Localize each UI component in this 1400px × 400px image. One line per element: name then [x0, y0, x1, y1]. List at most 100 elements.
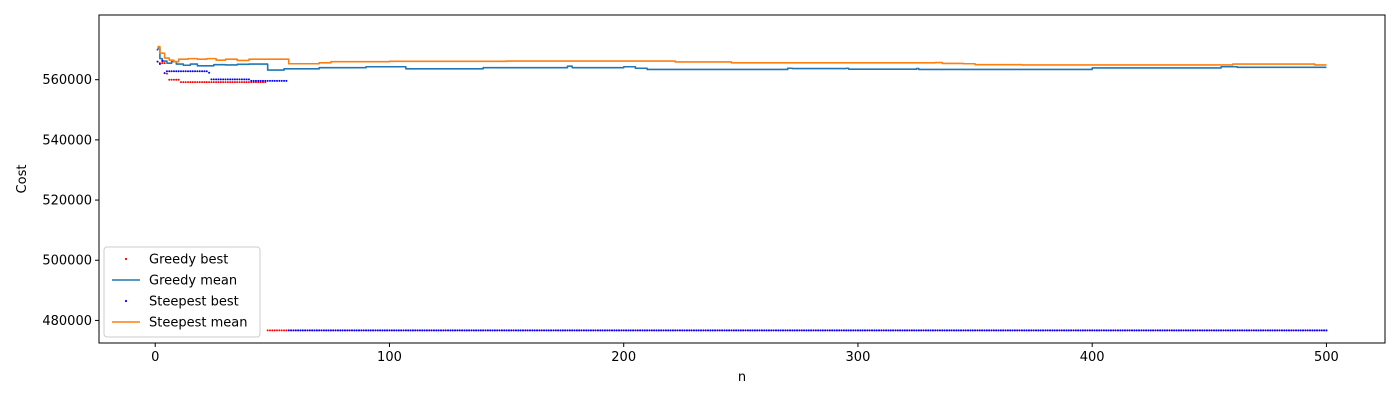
data-point-steepest-best	[1196, 329, 1199, 332]
data-point-steepest-best	[390, 329, 393, 332]
x-tick-label: 100	[377, 350, 402, 365]
data-point-steepest-best	[1273, 329, 1276, 332]
data-point-steepest-best	[746, 329, 749, 332]
data-point-steepest-best	[714, 329, 717, 332]
data-point-steepest-best	[479, 329, 482, 332]
data-point-steepest-best	[1294, 329, 1297, 332]
data-point-steepest-best	[1133, 329, 1136, 332]
data-point-steepest-best	[1215, 329, 1218, 332]
data-point-steepest-best	[878, 329, 881, 332]
data-point-steepest-best	[440, 329, 442, 332]
data-point-steepest-best	[498, 329, 501, 332]
data-point-steepest-best	[496, 329, 499, 332]
data-point-steepest-best	[458, 329, 461, 332]
data-point-steepest-best	[229, 78, 232, 81]
data-point-greedy-best	[285, 329, 288, 332]
data-point-steepest-best	[711, 329, 714, 332]
data-point-steepest-best	[910, 329, 913, 332]
data-point-steepest-best	[1287, 329, 1290, 332]
data-point-steepest-best	[653, 329, 656, 332]
data-point-steepest-best	[524, 329, 527, 332]
data-point-steepest-best	[983, 329, 986, 332]
data-point-steepest-best	[863, 329, 866, 332]
data-point-steepest-best	[184, 70, 187, 73]
data-point-steepest-best	[259, 79, 262, 82]
data-point-greedy-best	[222, 81, 225, 84]
data-point-greedy-best	[208, 81, 211, 84]
data-point-steepest-best	[1081, 329, 1084, 332]
data-point-steepest-best	[634, 329, 637, 332]
data-point-greedy-best	[163, 62, 166, 65]
data-point-steepest-best	[407, 329, 410, 332]
data-point-steepest-best	[507, 329, 510, 332]
data-point-steepest-best	[491, 329, 494, 332]
data-point-steepest-best	[1145, 329, 1148, 332]
data-point-steepest-best	[447, 329, 450, 332]
data-point-steepest-best	[1119, 329, 1122, 332]
data-point-steepest-best	[252, 79, 255, 82]
data-point-greedy-best	[210, 81, 213, 84]
data-point-steepest-best	[1166, 329, 1169, 332]
data-point-greedy-best	[182, 81, 185, 84]
data-point-steepest-best	[1102, 329, 1105, 332]
data-point-steepest-best	[770, 329, 773, 332]
data-point-steepest-best	[512, 329, 515, 332]
data-point-steepest-best	[840, 329, 843, 332]
data-point-steepest-best	[709, 329, 712, 332]
data-point-steepest-best	[641, 329, 644, 332]
data-point-steepest-best	[671, 329, 674, 332]
data-point-steepest-best	[1269, 329, 1272, 332]
data-point-steepest-best	[212, 78, 215, 81]
data-point-steepest-best	[1259, 329, 1262, 332]
data-point-steepest-best	[725, 329, 728, 332]
data-point-steepest-best	[269, 79, 271, 82]
legend: Greedy best Greedy mean Steepest best Steep…	[103, 246, 261, 338]
data-point-steepest-best	[313, 329, 316, 332]
data-point-greedy-best	[243, 81, 246, 84]
data-point-steepest-best	[355, 329, 358, 332]
data-point-steepest-best	[299, 329, 302, 332]
data-point-steepest-best	[1044, 329, 1047, 332]
series-line-steepest-mean	[157, 45, 1327, 66]
data-point-steepest-best	[521, 329, 524, 332]
data-point-steepest-best	[1093, 329, 1096, 332]
series-steepest-best	[156, 60, 1328, 332]
data-point-steepest-best	[1182, 329, 1185, 332]
data-point-steepest-best	[969, 329, 972, 332]
data-point-steepest-best	[271, 79, 274, 82]
data-point-steepest-best	[866, 329, 869, 332]
data-point-steepest-best	[1309, 329, 1312, 332]
data-point-steepest-best	[1187, 329, 1190, 332]
data-point-steepest-best	[1177, 329, 1180, 332]
data-point-steepest-best	[1278, 329, 1281, 332]
data-point-steepest-best	[992, 329, 995, 332]
data-point-steepest-best	[988, 329, 991, 332]
data-point-steepest-best	[1051, 329, 1054, 332]
data-point-steepest-best	[1280, 329, 1283, 332]
data-point-steepest-best	[960, 329, 963, 332]
data-point-steepest-best	[625, 329, 628, 332]
data-point-steepest-best	[557, 329, 560, 332]
data-point-steepest-best	[669, 329, 672, 332]
data-point-greedy-best	[283, 329, 286, 332]
data-point-steepest-best	[325, 329, 328, 332]
data-point-steepest-best	[901, 329, 904, 332]
data-point-steepest-best	[1201, 329, 1204, 332]
data-point-steepest-best	[1313, 329, 1316, 332]
data-point-steepest-best	[503, 329, 506, 332]
data-point-steepest-best	[175, 70, 178, 73]
data-point-steepest-best	[744, 329, 747, 332]
data-point-steepest-best	[615, 329, 618, 332]
data-point-steepest-best	[681, 329, 684, 332]
data-point-steepest-best	[472, 329, 475, 332]
data-point-steepest-best	[360, 329, 363, 332]
legend-box	[103, 246, 261, 338]
data-point-steepest-best	[707, 329, 710, 332]
data-point-steepest-best	[1276, 329, 1279, 332]
data-point-steepest-best	[533, 329, 536, 332]
data-point-greedy-best	[238, 81, 241, 84]
data-point-steepest-best	[662, 329, 665, 332]
data-point-steepest-best	[322, 329, 325, 332]
data-point-steepest-best	[341, 329, 344, 332]
data-point-steepest-best	[400, 329, 403, 332]
